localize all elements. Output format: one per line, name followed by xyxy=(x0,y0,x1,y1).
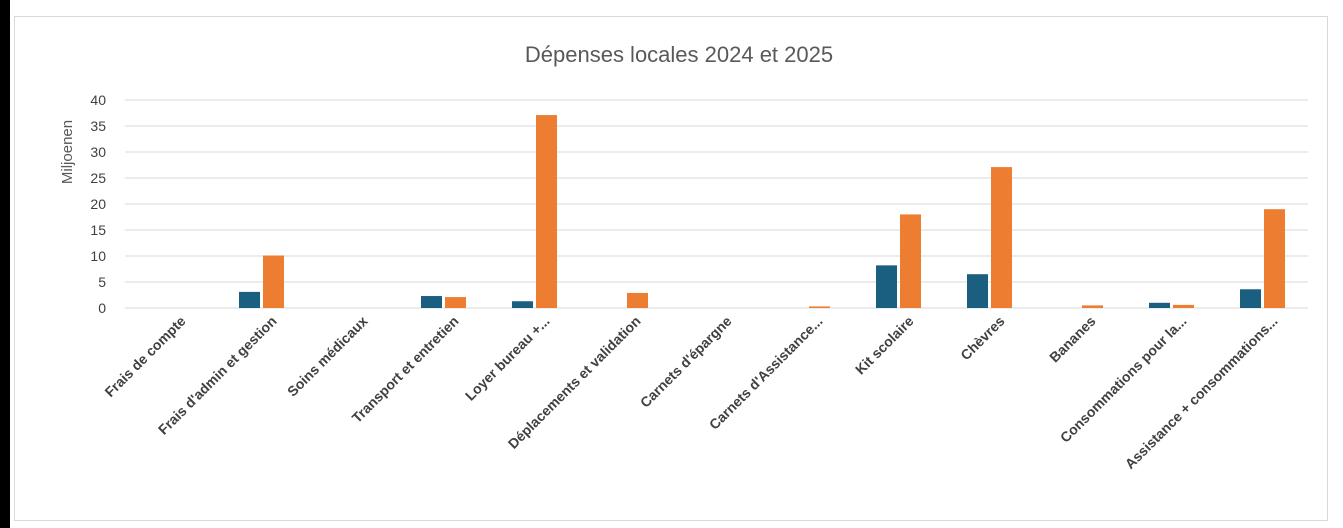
bar-series2 xyxy=(445,297,466,308)
y-tick-label: 20 xyxy=(90,196,106,212)
y-axis-ticks: 0 5 10 15 20 25 30 35 40 xyxy=(90,92,106,316)
bar-series2 xyxy=(809,306,830,308)
bar-series2 xyxy=(536,115,557,308)
y-tick-label: 25 xyxy=(90,170,106,186)
x-tick-label: Assistance + consommations... xyxy=(1122,313,1281,472)
bar-series2 xyxy=(627,292,648,308)
bar-series2 xyxy=(1264,209,1285,308)
left-border-bar xyxy=(0,0,10,528)
bar-series1 xyxy=(876,265,897,308)
x-tick-label: Transport et entretien xyxy=(349,313,462,426)
y-tick-label: 10 xyxy=(90,248,106,264)
bars xyxy=(239,115,1285,308)
y-tick-label: 15 xyxy=(90,222,106,238)
y-tick-label: 35 xyxy=(90,118,106,134)
y-axis-label: Miljoenen xyxy=(59,120,76,184)
x-tick-label: Soins médicaux xyxy=(284,313,371,400)
bar-series1 xyxy=(239,291,260,308)
x-tick-label: Loyer bureau +... xyxy=(462,313,553,404)
bar-series2 xyxy=(1082,305,1103,308)
x-tick-label: Kit scolaire xyxy=(852,313,917,378)
bar-series1 xyxy=(1149,302,1170,308)
gridlines xyxy=(125,99,1308,309)
x-tick-label: Frais de compte xyxy=(101,313,188,400)
bar-series2 xyxy=(900,214,921,308)
bar-series1 xyxy=(967,274,988,308)
bar-series1 xyxy=(512,301,533,308)
chart-title: Dépenses locales 2024 et 2025 xyxy=(525,42,833,67)
y-tick-label: 40 xyxy=(90,92,106,108)
bar-series2 xyxy=(263,255,284,308)
y-tick-label: 0 xyxy=(98,300,106,316)
bar-series2 xyxy=(991,167,1012,308)
y-tick-label: 5 xyxy=(98,274,106,290)
x-tick-label: Carnets d'épargne xyxy=(637,313,735,411)
x-tick-label: Chèvres xyxy=(957,313,1008,364)
bar-series2 xyxy=(1173,304,1194,308)
y-tick-label: 30 xyxy=(90,144,106,160)
bar-series1 xyxy=(421,296,442,308)
bar-series1 xyxy=(1240,289,1261,308)
x-tick-label: Bananes xyxy=(1046,313,1099,366)
